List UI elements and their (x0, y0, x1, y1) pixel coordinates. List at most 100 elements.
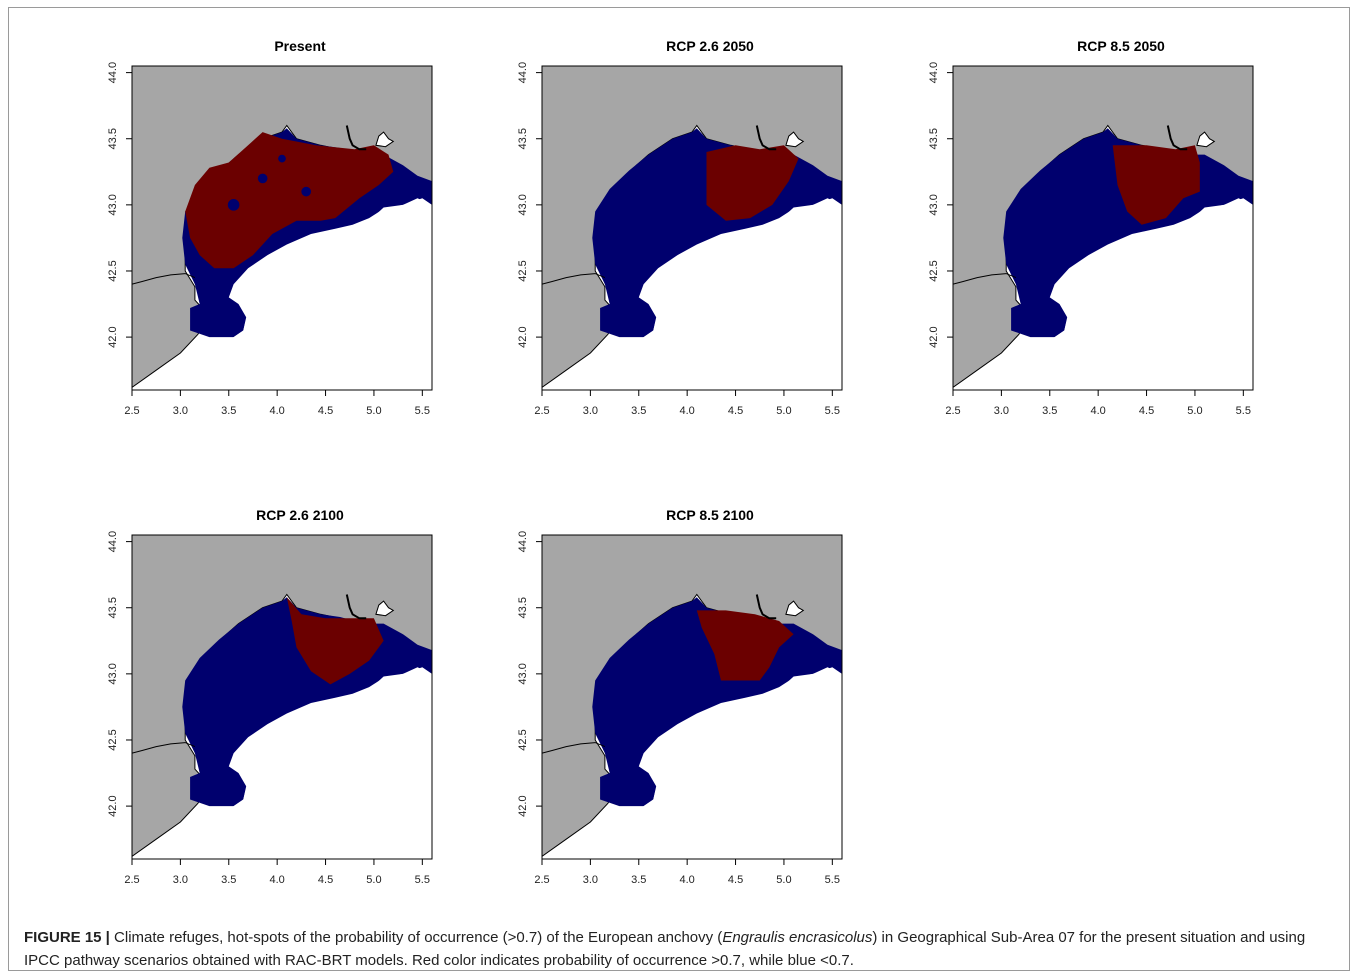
figure-label: FIGURE 15 | (24, 929, 110, 946)
map-plot: 2.5 3.0 3.5 4.0 4.5 5.0 5.5 42.0 42.5 43.0 43.5 44.… (107, 531, 433, 886)
hotspot-area (696, 610, 794, 681)
panel-title: RCP 2.6 2100 (256, 507, 344, 523)
open-sea (614, 198, 842, 390)
x-tick-label: 3.0 (583, 405, 598, 417)
y-tick-label: 43.0 (928, 194, 940, 215)
x-tick-label: 3.5 (631, 874, 646, 886)
panel-title: RCP 8.5 2100 (666, 507, 754, 523)
map-plot: 2.5 3.0 3.5 4.0 4.5 5.0 5.5 42.0 42.5 43.0 43.5 44.… (928, 62, 1254, 417)
y-tick-label: 44.0 (517, 531, 529, 552)
x-tick-label: 5.0 (366, 874, 381, 886)
x-tick-label: 4.5 (318, 874, 333, 886)
country-border (132, 273, 196, 285)
y-tick-label: 44.0 (107, 531, 119, 552)
lagoon (1196, 131, 1216, 148)
map-panel-3: RCP 8.5 2050 2.5 3.0 3.5 4.0 4.5 5.0 5.5 42.0 42.… (911, 20, 1331, 470)
caption-text-1: Climate refuges, hot-spots of the probab… (109, 929, 723, 946)
x-tick-label: 4.5 (728, 405, 743, 417)
x-tick-label: 4.5 (318, 405, 333, 417)
plot-frame (541, 65, 843, 391)
x-tick-label: 5.5 (415, 874, 430, 886)
low-probability-area (592, 597, 842, 807)
y-tick-label: 43.0 (107, 194, 119, 215)
y-tick-label: 43.5 (517, 128, 529, 149)
x-tick-label: 2.5 (124, 874, 139, 886)
figure-caption: FIGURE 15 | Climate refuges, hot-spots o… (24, 926, 1334, 972)
x-tick-label: 5.0 (366, 405, 381, 417)
low-probability-patch (257, 173, 268, 184)
y-tick-label: 42.5 (107, 260, 119, 281)
x-tick-label: 4.0 (680, 874, 695, 886)
open-sea (1025, 198, 1253, 390)
x-tick-label: 5.5 (825, 405, 840, 417)
y-tick-label: 42.0 (107, 795, 119, 816)
country-border (953, 273, 1017, 285)
x-tick-label: 4.5 (1139, 405, 1154, 417)
y-tick-label: 43.0 (517, 663, 529, 684)
x-tick-label: 3.5 (221, 874, 236, 886)
x-tick-label: 5.0 (776, 874, 791, 886)
y-tick-label: 42.5 (107, 729, 119, 750)
x-tick-label: 3.5 (221, 405, 236, 417)
x-tick-label: 3.0 (173, 405, 188, 417)
country-border (542, 742, 606, 754)
x-tick-label: 3.0 (583, 874, 598, 886)
plot-frame (952, 65, 1254, 391)
x-tick-label: 3.5 (1042, 405, 1057, 417)
y-tick-label: 44.0 (517, 62, 529, 83)
y-tick-label: 42.5 (928, 260, 940, 281)
river (345, 594, 367, 620)
x-tick-label: 4.5 (728, 874, 743, 886)
open-sea (204, 198, 432, 390)
x-tick-label: 5.5 (825, 874, 840, 886)
open-sea (614, 667, 842, 859)
river (345, 125, 367, 151)
y-tick-label: 43.5 (107, 597, 119, 618)
map-panel-5: RCP 8.5 2100 2.5 3.0 3.5 4.0 4.5 5.0 5.5 42.0 42.… (500, 489, 920, 939)
y-tick-label: 43.5 (517, 597, 529, 618)
map-panel-2: RCP 2.6 2050 2.5 3.0 3.5 4.0 4.5 5.0 5.5 42.0 42.… (500, 20, 920, 470)
x-tick-label: 2.5 (534, 874, 549, 886)
y-tick-label: 43.5 (107, 128, 119, 149)
y-tick-label: 42.0 (107, 326, 119, 347)
x-tick-label: 3.5 (631, 405, 646, 417)
x-tick-label: 3.0 (994, 405, 1009, 417)
figure-frame (8, 7, 1350, 971)
y-tick-label: 42.0 (928, 326, 940, 347)
y-tick-label: 43.5 (928, 128, 940, 149)
panel-title: RCP 8.5 2050 (1077, 38, 1165, 54)
y-tick-label: 44.0 (928, 62, 940, 83)
y-tick-label: 42.0 (517, 795, 529, 816)
hotspot-area (185, 132, 394, 269)
lagoon (375, 600, 395, 617)
y-tick-label: 42.5 (517, 260, 529, 281)
country-border (132, 742, 196, 754)
x-tick-label: 5.5 (415, 405, 430, 417)
x-tick-label: 5.5 (1236, 405, 1251, 417)
map-panel-4: RCP 2.6 2100 2.5 3.0 3.5 4.0 4.5 5.0 5.5 42.0 42.… (90, 489, 510, 939)
panel-title: Present (274, 38, 326, 54)
low-probability-patch (278, 154, 286, 163)
river (755, 125, 777, 151)
low-probability-patch (301, 186, 312, 197)
x-tick-label: 2.5 (945, 405, 960, 417)
lagoon (785, 600, 805, 617)
x-tick-label: 4.0 (270, 405, 285, 417)
panel-title: RCP 2.6 2050 (666, 38, 754, 54)
map-plot: 2.5 3.0 3.5 4.0 4.5 5.0 5.5 42.0 42.5 43.0 43.5 44.… (517, 531, 843, 886)
plot-frame (131, 534, 433, 860)
river (755, 594, 777, 620)
map-plot: 2.5 3.0 3.5 4.0 4.5 5.0 5.5 42.0 42.5 43.0 43.5 44.… (517, 62, 843, 417)
country-border (542, 273, 606, 285)
plot-frame (131, 65, 433, 391)
species-name: Engraulis encrasicolus (722, 929, 873, 946)
low-probability-patch (227, 199, 240, 211)
map-plot: 2.5 3.0 3.5 4.0 4.5 5.0 5.5 42.0 42.5 43.0 43.5 44.… (107, 62, 433, 417)
y-tick-label: 42.0 (517, 326, 529, 347)
hotspot-area (706, 145, 799, 221)
map-panel-1: Present 2.5 3.0 3.5 4.0 4.5 5.0 5.5 42.0 42.5 43.0… (90, 20, 510, 470)
caption-text-2: ) in Geographical Sub-Area 07 for the pr… (24, 929, 1306, 969)
lagoon (785, 131, 805, 148)
x-tick-label: 5.0 (1187, 405, 1202, 417)
hotspot-area (1112, 145, 1200, 225)
